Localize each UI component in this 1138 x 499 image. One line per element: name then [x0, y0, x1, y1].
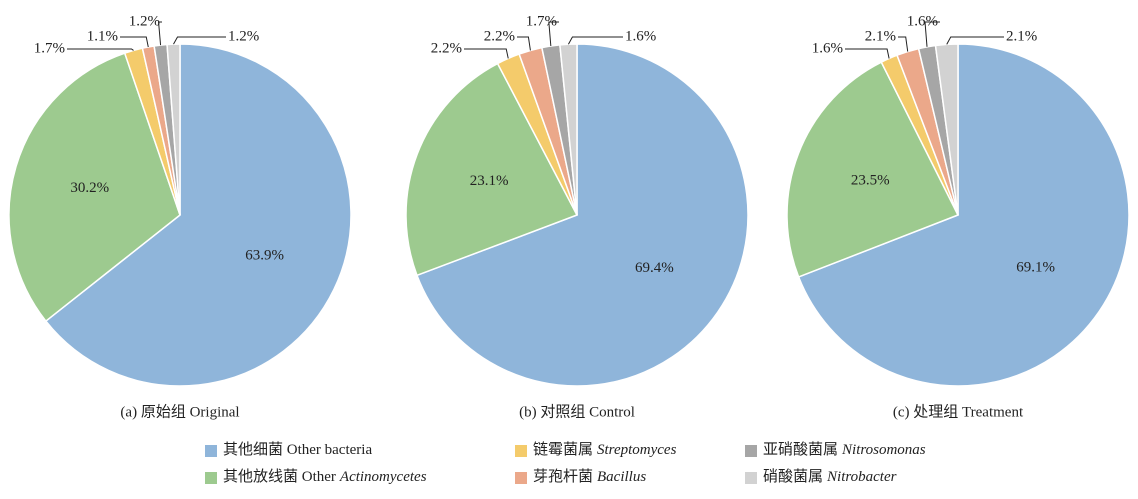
legend-label: 亚硝酸菌属 Nitrosomonas: [763, 441, 926, 458]
legend-text: 硝酸菌属: [763, 468, 823, 485]
slice-label: 2.1%: [865, 28, 896, 44]
pie-slice: [559, 43, 578, 216]
legend-label: 其他细菌 Other bacteria: [223, 441, 372, 458]
legend-text: 其他放线菌 Other: [223, 468, 336, 485]
legend-label: 链霉菌属 Streptomyces: [533, 441, 677, 458]
legend-swatch: [205, 472, 217, 484]
legend-italic: Bacillus: [597, 469, 646, 485]
slice-label: 1.6%: [625, 28, 656, 44]
legend-label: 其他放线菌 Other Actinomycetes: [223, 468, 427, 485]
pie-slice: [8, 52, 181, 323]
slice-label: 30.2%: [70, 180, 109, 196]
legend-italic: Streptomyces: [597, 442, 677, 458]
legend-swatch: [745, 472, 757, 484]
chart-title: (c) 处理组 Treatment: [893, 403, 1024, 420]
slice-label: 23.1%: [470, 173, 509, 189]
leader-line: [898, 36, 909, 52]
slice-label: 1.6%: [907, 13, 938, 29]
slice-label: 1.7%: [34, 40, 65, 56]
pie-slice: [405, 62, 579, 277]
pie-slice: [797, 43, 1130, 387]
legend-italic: Nitrobacter: [826, 469, 897, 485]
leader-line: [548, 21, 559, 47]
slice-label: 69.4%: [635, 260, 674, 276]
chart-title: (a) 原始组 Original: [120, 403, 239, 420]
slice-label: 2.2%: [484, 28, 515, 44]
legend-text: 其他细菌 Other bacteria: [223, 441, 372, 458]
pie-slice: [416, 43, 749, 387]
leader-line: [924, 21, 940, 47]
slice-label: 2.2%: [431, 40, 462, 56]
pie-slice: [786, 61, 960, 278]
slice-label: 1.2%: [228, 28, 259, 44]
legend-swatch: [745, 445, 757, 457]
leader-line: [67, 48, 134, 51]
leader-line: [517, 36, 531, 51]
leader-line: [567, 36, 623, 45]
legend-text: 芽孢杆菌: [533, 468, 593, 485]
slice-label: 2.1%: [1006, 28, 1037, 44]
legend-label: 硝酸菌属 Nitrobacter: [763, 468, 897, 485]
chart-title: (b) 对照组 Control: [519, 403, 635, 420]
leader-line: [173, 36, 226, 45]
leader-line: [120, 36, 149, 48]
leader-line: [845, 48, 890, 59]
legend-text: 亚硝酸菌属: [763, 441, 838, 458]
slice-label: 1.2%: [129, 13, 160, 29]
slice-label: 1.7%: [526, 13, 557, 29]
slice-label: 1.6%: [812, 40, 843, 56]
legend-swatch: [515, 445, 527, 457]
slice-label: 1.1%: [87, 28, 118, 44]
legend-italic: Actinomycetes: [339, 469, 427, 485]
slice-label: 23.5%: [851, 173, 890, 189]
legend-italic: Nitrosomonas: [841, 442, 926, 458]
pie-slice: [166, 43, 181, 216]
pie-slice: [44, 43, 352, 387]
legend-swatch: [205, 445, 217, 457]
leader-line: [946, 36, 1004, 45]
legend-text: 链霉菌属: [533, 441, 593, 458]
leader-line: [158, 21, 162, 46]
slice-label: 69.1%: [1016, 260, 1055, 276]
leader-line: [464, 48, 509, 59]
legend-label: 芽孢杆菌 Bacillus: [533, 468, 646, 485]
slice-label: 63.9%: [245, 247, 284, 263]
legend-swatch: [515, 472, 527, 484]
